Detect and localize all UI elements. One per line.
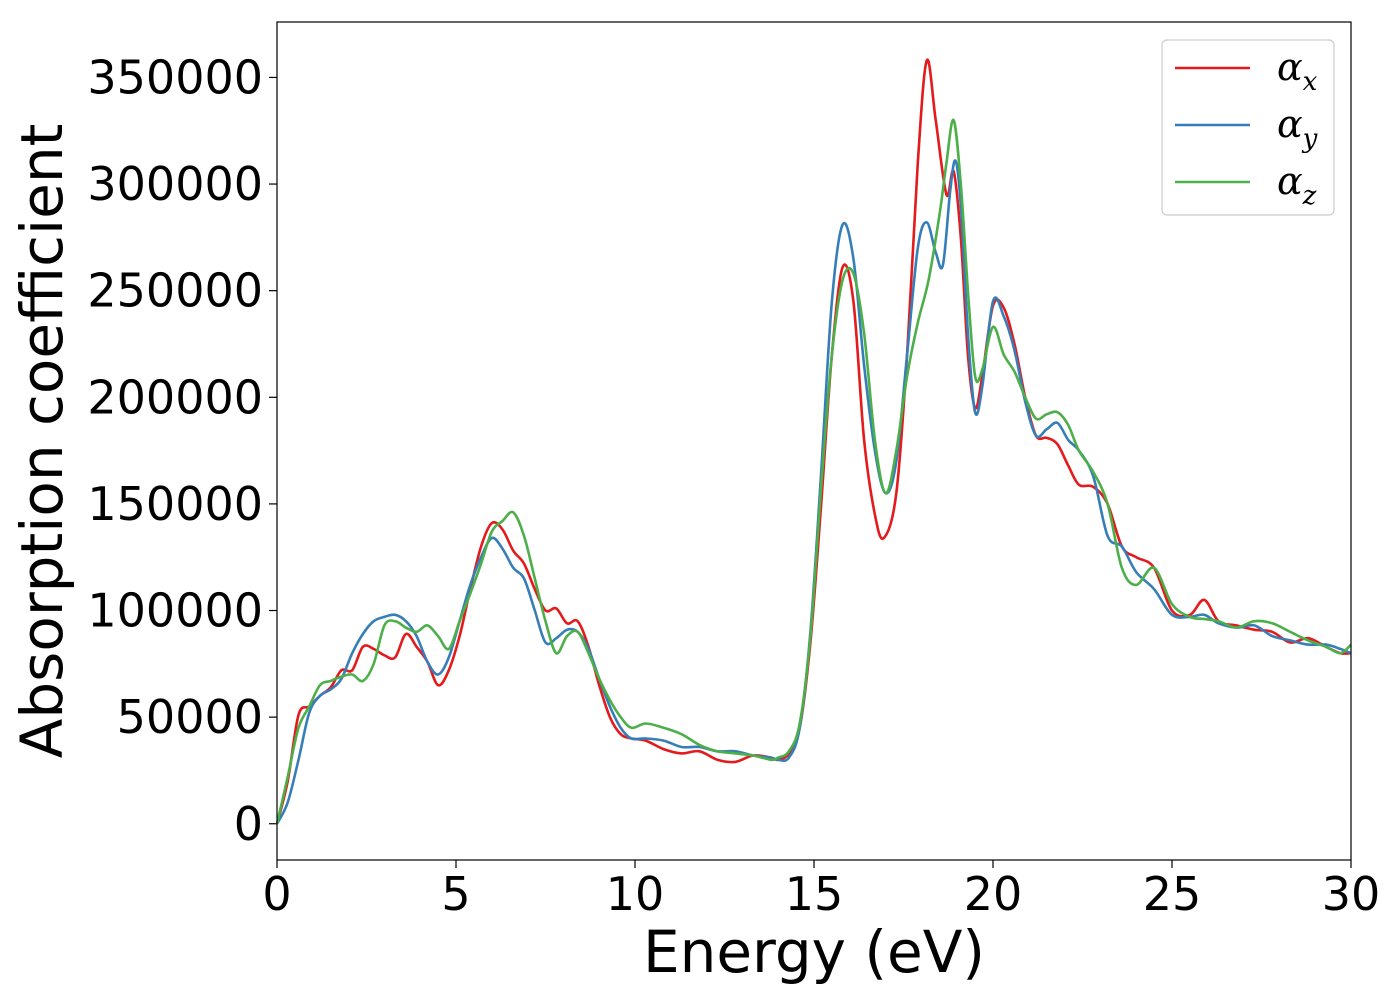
x-axis-label: Energy (eV) [643,918,985,986]
series-line-alpha-z [275,118,1352,825]
legend-label-alpha-z: αz [1277,159,1317,211]
y-tick-label: 0 [234,797,263,851]
legend-subscript: z [1302,181,1317,211]
legend-subscript: x [1303,67,1318,97]
legend-label-alpha-y: αy [1277,102,1318,154]
y-tick-label: 50000 [117,690,263,744]
legend-box [1161,39,1335,216]
x-axis-ticks: 0 5 10 15 20 25 30 [262,860,1380,921]
legend-symbol: α [1277,45,1303,89]
y-tick-label: 200000 [87,370,263,424]
x-tick-label: 30 [1322,867,1381,921]
x-tick-label: 20 [964,867,1023,921]
y-axis-ticks: 0 50000 100000 150000 200000 250000 300000 3500… [87,50,277,851]
x-tick-label: 10 [606,867,665,921]
legend-symbol: α [1277,159,1303,203]
x-tick-label: 15 [785,867,844,921]
y-tick-label: 100000 [87,584,263,638]
x-tick-label: 0 [262,867,291,921]
y-tick-label: 250000 [87,264,263,318]
legend-label-alpha-x: αx [1277,45,1318,97]
plot-frame [276,21,1352,861]
series-line-alpha-y [275,159,1352,825]
y-tick-label: 150000 [87,477,263,531]
y-tick-label: 300000 [87,157,263,211]
series-layer [275,58,1352,825]
y-tick-label: 350000 [87,50,263,104]
x-tick-label: 25 [1143,867,1202,921]
legend-symbol: α [1277,102,1303,146]
legend-subscript: y [1302,124,1318,154]
y-axis-label: Absorption coefficient [8,124,76,759]
x-tick-label: 5 [441,867,470,921]
